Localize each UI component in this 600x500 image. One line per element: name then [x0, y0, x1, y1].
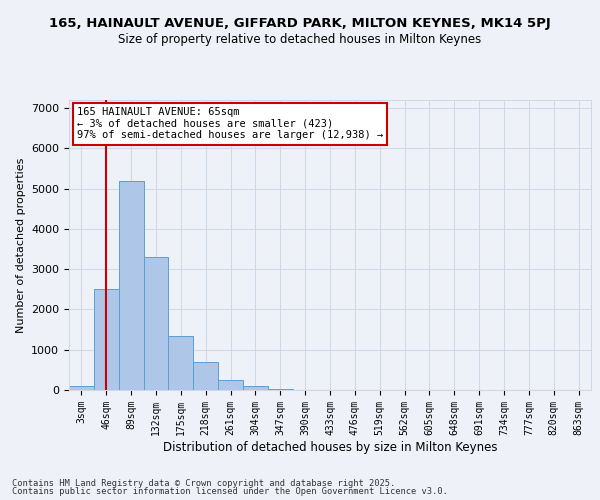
Bar [243, 386, 268, 390]
Text: 165, HAINAULT AVENUE, GIFFARD PARK, MILTON KEYNES, MK14 5PJ: 165, HAINAULT AVENUE, GIFFARD PARK, MILT… [49, 18, 551, 30]
Bar [143, 257, 169, 390]
Bar [218, 380, 243, 390]
Text: 165 HAINAULT AVENUE: 65sqm
← 3% of detached houses are smaller (423)
97% of semi: 165 HAINAULT AVENUE: 65sqm ← 3% of detac… [77, 108, 383, 140]
Text: Contains public sector information licensed under the Open Government Licence v3: Contains public sector information licen… [12, 487, 448, 496]
Bar [268, 389, 293, 390]
Y-axis label: Number of detached properties: Number of detached properties [16, 158, 26, 332]
Text: Size of property relative to detached houses in Milton Keynes: Size of property relative to detached ho… [118, 32, 482, 46]
Bar [119, 180, 143, 390]
Bar [69, 386, 94, 390]
X-axis label: Distribution of detached houses by size in Milton Keynes: Distribution of detached houses by size … [163, 440, 497, 454]
Bar [193, 362, 218, 390]
Text: Contains HM Land Registry data © Crown copyright and database right 2025.: Contains HM Land Registry data © Crown c… [12, 478, 395, 488]
Bar [94, 290, 119, 390]
Bar [169, 336, 193, 390]
